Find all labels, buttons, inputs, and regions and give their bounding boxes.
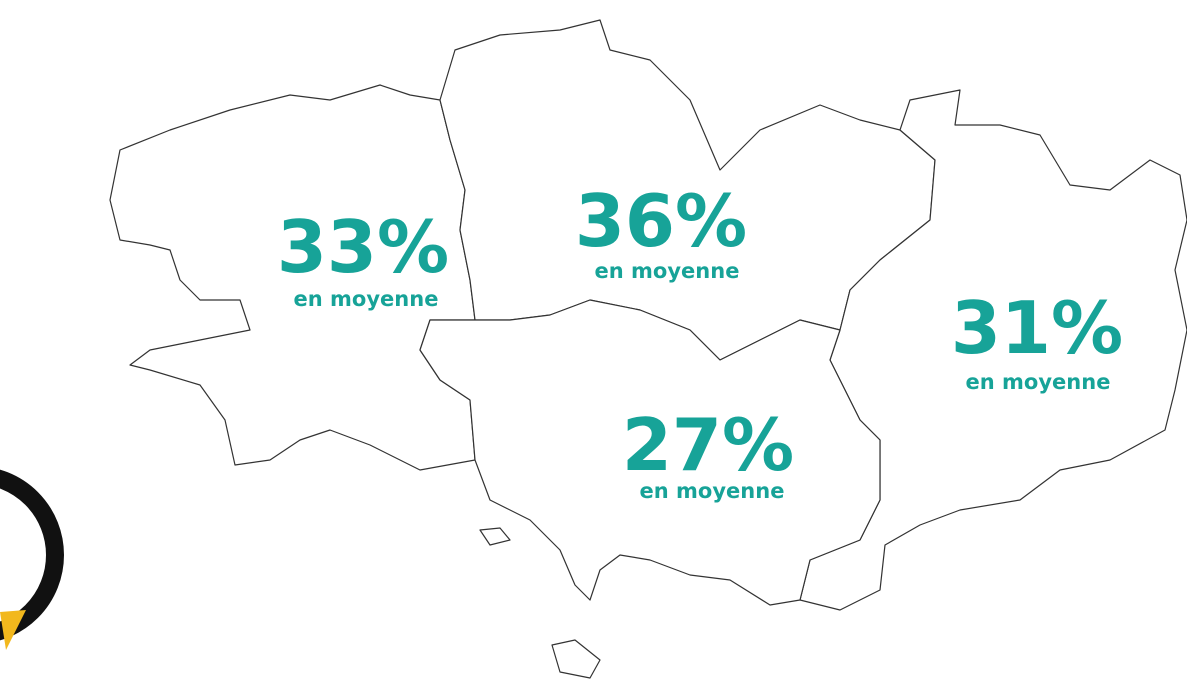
- region-value: 33%: [277, 205, 449, 289]
- logo-accent: [0, 610, 26, 650]
- region-value: 27%: [622, 403, 794, 487]
- logo-ring: [0, 469, 64, 641]
- region-caption: en moyenne: [966, 370, 1111, 394]
- region-south: [419, 299, 881, 606]
- region-caption: en moyenne: [294, 287, 439, 311]
- island: [551, 639, 601, 679]
- region-caption: en moyenne: [640, 479, 785, 503]
- island: [479, 527, 511, 546]
- region-west: [109, 84, 476, 471]
- region-caption: en moyenne: [595, 259, 740, 283]
- region-value: 36%: [575, 179, 747, 263]
- region-value: 31%: [951, 286, 1123, 370]
